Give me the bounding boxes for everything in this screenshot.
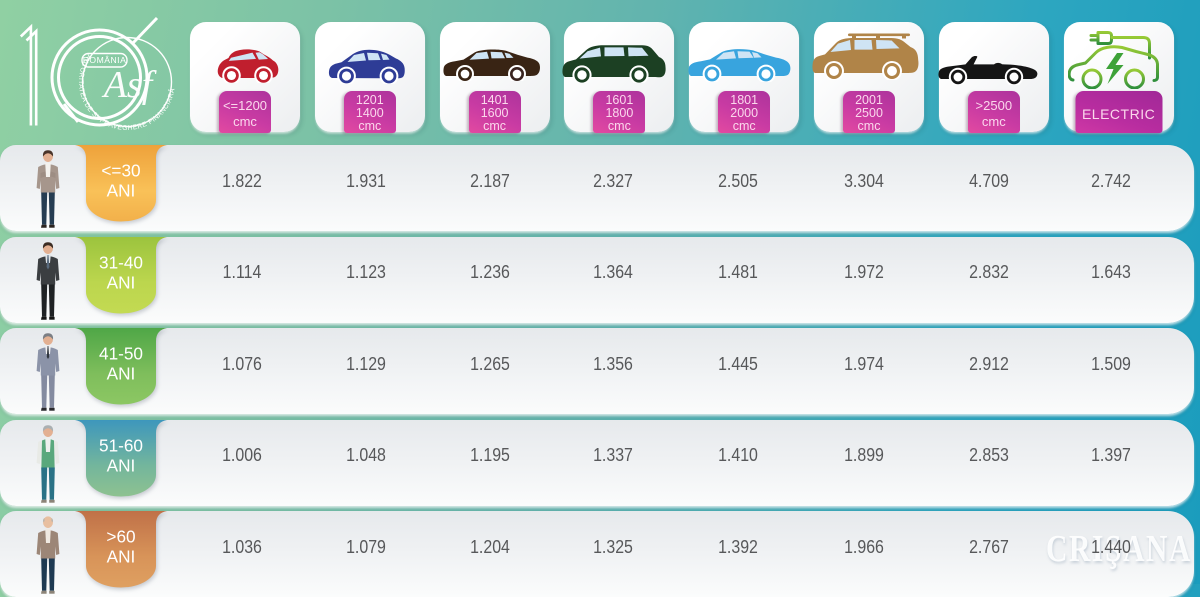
svg-text:ANI: ANI xyxy=(107,455,136,475)
svg-text:ROMÂNIA: ROMÂNIA xyxy=(83,55,127,65)
svg-text:ANI: ANI xyxy=(107,547,136,567)
svg-text:ANI: ANI xyxy=(107,181,136,201)
svg-text:<=30: <=30 xyxy=(101,161,140,181)
svg-text:ANI: ANI xyxy=(107,364,136,384)
svg-text:31-40: 31-40 xyxy=(99,252,143,272)
svg-text:Asf: Asf xyxy=(101,64,157,106)
svg-text:51-60: 51-60 xyxy=(99,435,143,455)
svg-text:41-50: 41-50 xyxy=(99,344,143,364)
svg-text:>60: >60 xyxy=(106,527,135,547)
svg-text:ANI: ANI xyxy=(107,272,136,292)
